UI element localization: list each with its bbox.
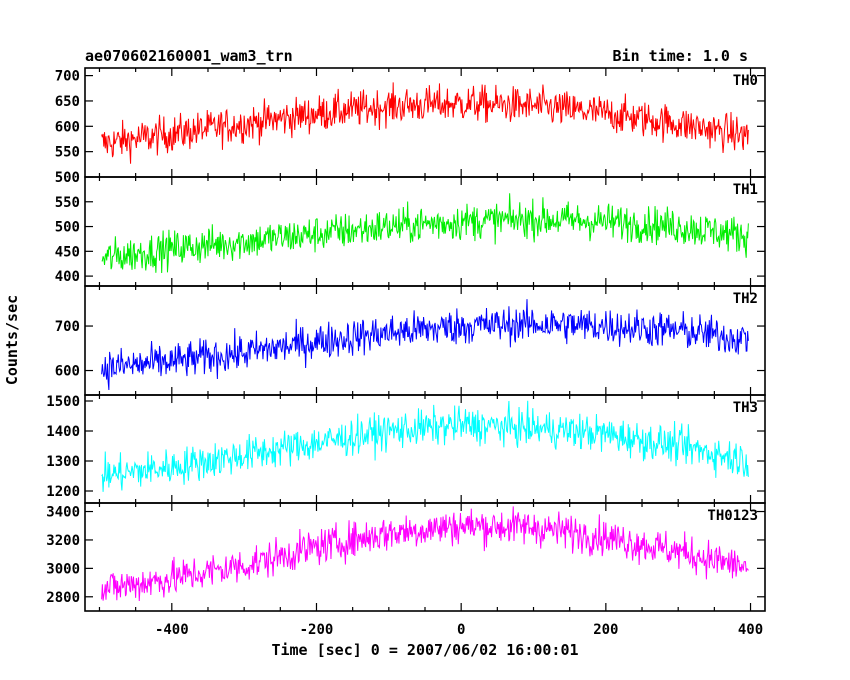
y-tick-label: 700 <box>55 69 80 85</box>
series-line-th2 <box>101 299 749 391</box>
y-tick-label: 3000 <box>46 561 80 577</box>
y-tick-label: 400 <box>55 269 80 285</box>
y-tick-label: 2800 <box>46 590 80 606</box>
y-tick-label: 550 <box>55 145 80 161</box>
series-line-th0123 <box>101 506 749 602</box>
x-axis-label: Time [sec] 0 = 2007/06/02 16:00:01 <box>271 641 578 659</box>
y-tick-label: 450 <box>55 244 80 260</box>
chart-subtitle: Bin time: 1.0 s <box>613 47 748 65</box>
y-tick-label: 600 <box>55 364 80 380</box>
panel-th3: 1200 1300 1400 1500 TH3 <box>46 394 766 504</box>
y-tick-label: 1400 <box>46 424 80 440</box>
panel-th2: 600 700 TH2 <box>55 285 766 396</box>
x-tick-label: -200 <box>300 622 334 638</box>
x-tick-label: 200 <box>593 622 618 638</box>
y-tick-label: 1300 <box>46 454 80 470</box>
panel-frame <box>84 67 766 178</box>
x-tick-label: 0 <box>457 622 465 638</box>
panel-th1: 400 450 500 550 TH1 <box>55 176 766 287</box>
y-tick-label: 600 <box>55 119 80 135</box>
panels-group: 500 550 600 650 700 TH0 400 450 500 550 TH1 600 700 T… <box>46 67 766 638</box>
x-tick-label: -400 <box>155 622 189 638</box>
series-line-th0 <box>101 82 749 164</box>
y-tick-label: 3400 <box>46 505 80 521</box>
y-tick-label: 1500 <box>46 394 80 410</box>
y-tick-label: 650 <box>55 94 80 110</box>
panel-th0: 500 550 600 650 700 TH0 <box>55 67 766 186</box>
y-tick-label: 1200 <box>46 484 80 500</box>
panel-label: TH3 <box>733 400 758 416</box>
panel-label: TH2 <box>733 291 758 307</box>
panel-frame <box>84 285 766 396</box>
chart-title: ae070602160001_wam3_trn <box>85 47 293 65</box>
y-axis-label: Counts/sec <box>3 295 21 385</box>
panel-frame <box>84 176 766 287</box>
series-line-th3 <box>101 400 749 492</box>
y-tick-label: 500 <box>55 170 80 186</box>
y-tick-label: 700 <box>55 319 80 335</box>
panel-label: TH0123 <box>707 508 758 524</box>
y-tick-label: 550 <box>55 195 80 211</box>
y-tick-label: 500 <box>55 220 80 236</box>
panel-th0123: 2800 3000 3200 3400 TH0123 <box>46 502 766 612</box>
x-tick-label: 400 <box>738 622 763 638</box>
panel-label: TH1 <box>733 182 758 198</box>
series-line-th1 <box>101 193 749 274</box>
panel-label: TH0 <box>733 73 758 89</box>
y-tick-label: 3200 <box>46 533 80 549</box>
panel-frame <box>84 502 766 612</box>
